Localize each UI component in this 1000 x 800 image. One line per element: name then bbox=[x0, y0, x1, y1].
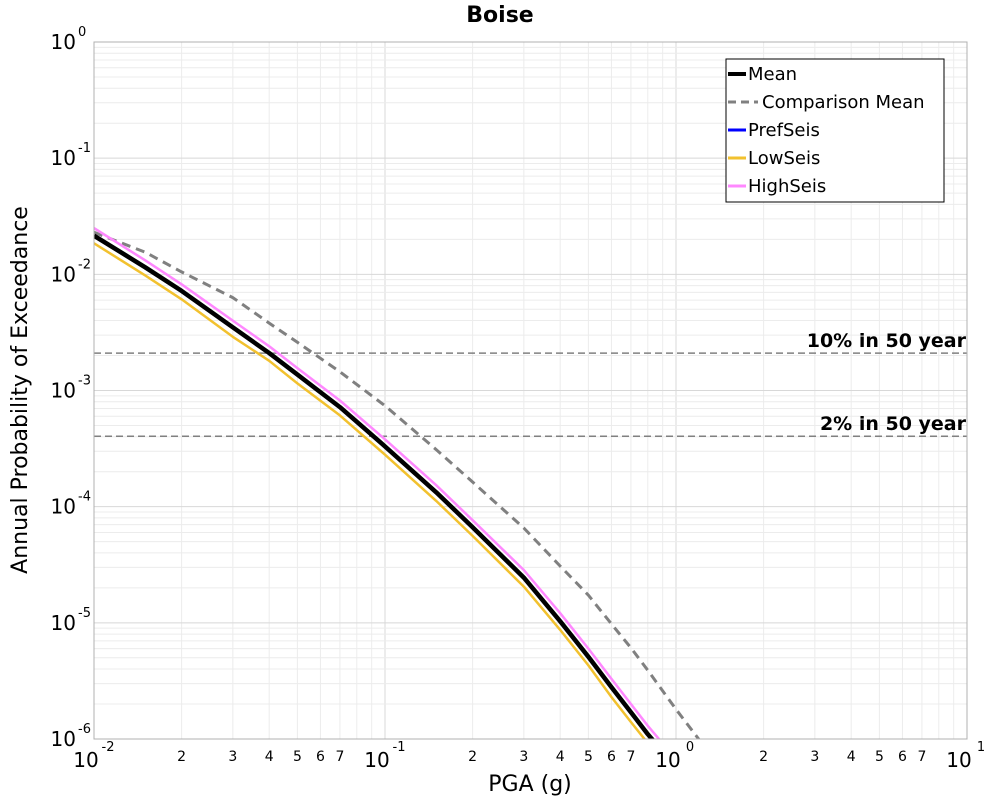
x-minor-tick-label: 2 bbox=[759, 749, 768, 765]
y-tick-exponent: -6 bbox=[78, 722, 91, 737]
series-line-mean bbox=[94, 233, 655, 739]
x-minor-tick-label: 7 bbox=[917, 749, 926, 765]
x-tick-exponent: -1 bbox=[393, 740, 406, 755]
y-axis-label: Annual Probability of Exceedance bbox=[8, 206, 33, 574]
y-tick-exponent: -2 bbox=[78, 257, 91, 272]
y-tick-label: 10 bbox=[51, 30, 76, 54]
x-minor-tick-label: 4 bbox=[847, 749, 856, 765]
y-tick-label: 10 bbox=[51, 611, 76, 635]
y-tick-label: 10 bbox=[51, 379, 76, 403]
x-minor-tick-label: 2 bbox=[177, 749, 186, 765]
legend-label-comparison-mean: Comparison Mean bbox=[762, 92, 925, 113]
grid bbox=[93, 42, 967, 740]
plot-frame bbox=[93, 41, 968, 740]
series-line-lowseis bbox=[94, 242, 647, 739]
y-tick-exponent: -1 bbox=[78, 141, 91, 156]
y-tick-label: 10 bbox=[51, 495, 76, 519]
x-minor-tick-label: 5 bbox=[875, 749, 884, 765]
x-minor-tick-label: 4 bbox=[265, 749, 274, 765]
reference-line-label: 10% in 50 year bbox=[807, 330, 967, 352]
x-minor-tick-label: 6 bbox=[607, 749, 616, 765]
x-minor-tick-label: 3 bbox=[228, 749, 237, 765]
y-tick-label: 10 bbox=[51, 727, 76, 751]
y-tick-exponent: -5 bbox=[78, 606, 91, 621]
reference-line-label: 2% in 50 year bbox=[820, 413, 967, 435]
x-axis-label: PGA (g) bbox=[488, 772, 572, 797]
x-minor-tick-label: 6 bbox=[316, 749, 325, 765]
y-tick-exponent: -3 bbox=[78, 374, 91, 389]
x-tick-label: 10 bbox=[655, 748, 680, 772]
x-minor-tick-label: 5 bbox=[584, 749, 593, 765]
x-tick-label: 10 bbox=[946, 748, 971, 772]
series-line-highseis bbox=[94, 227, 661, 739]
y-tick-exponent: 0 bbox=[78, 25, 86, 40]
legend: Mean Comparison Mean PrefSeis LowSeis HighSe… bbox=[725, 58, 945, 203]
y-tick-label: 10 bbox=[51, 262, 76, 286]
x-minor-tick-label: 7 bbox=[626, 749, 635, 765]
reference-lines: 10% in 50 year 2% in 50 year bbox=[94, 330, 967, 437]
legend-label-prefseis: PrefSeis bbox=[748, 120, 820, 141]
x-tick-exponent: 1 bbox=[977, 740, 985, 755]
x-minor-tick-label: 6 bbox=[898, 749, 907, 765]
legend-label-mean: Mean bbox=[748, 64, 797, 85]
x-minor-tick-label: 3 bbox=[519, 749, 528, 765]
x-minor-tick-label: 4 bbox=[556, 749, 565, 765]
legend-label-lowseis: LowSeis bbox=[748, 148, 820, 169]
y-tick-label: 10 bbox=[51, 146, 76, 170]
series-line-comparison-mean bbox=[94, 230, 701, 739]
series bbox=[94, 227, 701, 739]
x-tick-exponent: -2 bbox=[102, 740, 115, 755]
legend-label-highseis: HighSeis bbox=[748, 176, 826, 197]
x-minor-tick-label: 5 bbox=[293, 749, 302, 765]
x-tick-label: 10 bbox=[73, 748, 98, 772]
x-tick-label: 10 bbox=[364, 748, 389, 772]
chart-title: Boise bbox=[466, 3, 533, 28]
x-minor-tick-label: 2 bbox=[468, 749, 477, 765]
y-tick-exponent: -4 bbox=[78, 490, 91, 505]
x-tick-exponent: 0 bbox=[686, 740, 694, 755]
legend-box bbox=[725, 58, 945, 203]
x-minor-tick-label: 7 bbox=[335, 749, 344, 765]
x-minor-tick-label: 3 bbox=[810, 749, 819, 765]
